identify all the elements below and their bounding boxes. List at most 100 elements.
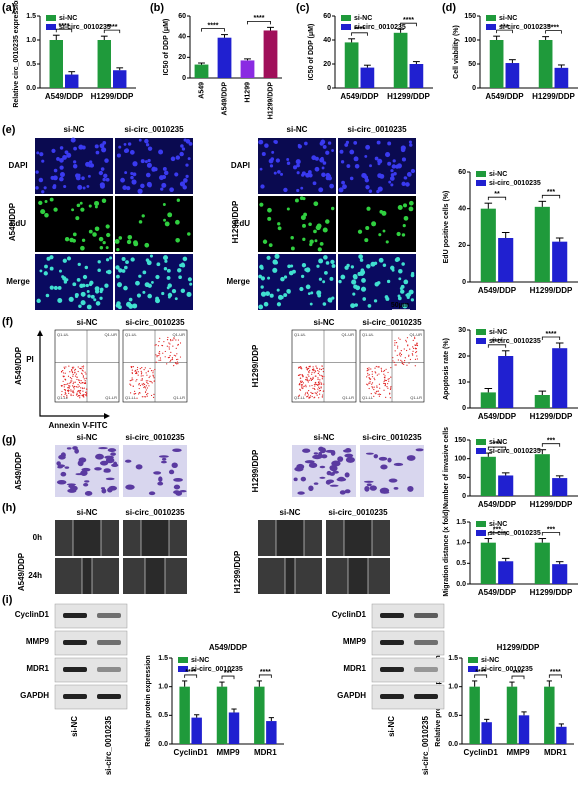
event-dot <box>378 393 381 395</box>
protein-label: MMP9 <box>26 637 50 646</box>
event-dot <box>61 390 63 393</box>
flow-x-label: Annexin V-FITC <box>48 421 107 430</box>
cell-nucleus <box>105 224 110 229</box>
cell-nucleus <box>59 146 64 150</box>
chart-title: H1299/DDP <box>497 643 540 652</box>
event-dot <box>318 390 320 392</box>
cell-nucleus <box>151 167 156 172</box>
significance-bracket <box>221 675 235 680</box>
event-dot <box>141 378 143 380</box>
bar <box>534 542 550 584</box>
event-dot <box>368 377 370 379</box>
event-dot <box>151 382 153 384</box>
event-dot <box>392 357 394 359</box>
cell-nucleus <box>86 289 90 293</box>
significance-bracket <box>511 675 525 680</box>
cell-nucleus <box>130 175 134 180</box>
cell-nucleus <box>318 187 324 193</box>
cell-nucleus <box>138 274 142 278</box>
event-dot <box>305 384 307 386</box>
cell-nucleus <box>260 184 265 189</box>
event-dot <box>169 343 171 345</box>
event-dot <box>134 390 136 392</box>
cell-nucleus <box>296 188 300 193</box>
cell-nucleus <box>361 172 367 179</box>
invading-cell <box>378 456 388 461</box>
event-dot <box>394 350 396 352</box>
column-label: si-circ_0010235 <box>362 318 422 327</box>
panel-label: (i) <box>2 594 13 606</box>
significance-label: *** <box>224 670 232 677</box>
event-dot <box>298 366 301 368</box>
cell-nucleus <box>350 303 356 309</box>
event-dot <box>169 355 171 357</box>
cell-nucleus <box>296 171 300 175</box>
panel-label: (e) <box>2 124 16 136</box>
event-dot <box>300 377 302 379</box>
x-tick-label: A549/DDP <box>478 588 517 597</box>
event-dot <box>406 349 408 352</box>
cell-nucleus <box>378 257 384 263</box>
x-tick-label: CyclinD1 <box>464 748 499 757</box>
x-tick-label: H1299/DDP <box>530 286 573 295</box>
cell-nucleus <box>161 291 165 296</box>
cell-nucleus <box>349 176 354 181</box>
cell-nucleus <box>365 225 370 231</box>
lane-label: si-circ_0010235 <box>104 715 113 775</box>
event-dot <box>148 385 150 387</box>
event-dot <box>302 382 304 384</box>
x-tick-label: MDR1 <box>254 748 277 757</box>
event-dot <box>66 383 68 385</box>
cell-nucleus <box>307 170 312 174</box>
cell-nucleus <box>185 163 189 167</box>
event-dot <box>72 367 74 369</box>
event-dot <box>310 379 312 381</box>
event-dot <box>79 391 81 393</box>
cell-nucleus <box>164 221 170 227</box>
event-dot <box>76 392 78 394</box>
quadrant-label: Q1-LL <box>57 395 69 400</box>
invading-cell <box>98 447 108 450</box>
cell-nucleus <box>323 255 328 260</box>
event-dot <box>321 365 323 367</box>
column-label: si-circ_0010235 <box>347 125 407 134</box>
cell-nucleus <box>82 274 88 280</box>
blot-band <box>380 667 404 672</box>
event-dot <box>85 391 87 393</box>
event-dot <box>152 370 154 372</box>
cell-nucleus <box>322 302 327 306</box>
blot-band <box>97 667 121 672</box>
event-dot <box>309 369 311 372</box>
cell-nucleus <box>401 181 406 186</box>
column-label: si-NC <box>287 125 308 134</box>
micrograph <box>35 254 113 310</box>
cell-nucleus <box>389 176 395 181</box>
event-dot <box>174 355 177 357</box>
cell-nucleus <box>272 259 278 265</box>
event-dot <box>300 366 302 368</box>
event-dot <box>405 339 407 341</box>
significance-label: **** <box>548 24 559 31</box>
event-dot <box>84 380 86 382</box>
event-dot <box>366 370 368 372</box>
event-dot <box>147 370 149 373</box>
event-dot <box>63 384 65 386</box>
event-dot <box>144 367 146 369</box>
cell-nucleus <box>88 204 92 208</box>
cell-nucleus <box>290 246 295 251</box>
event-dot <box>73 392 75 394</box>
event-dot <box>144 391 147 393</box>
event-dot <box>144 385 146 388</box>
quadrant-label: Q1-UR <box>105 332 118 337</box>
cell-nucleus <box>266 255 271 260</box>
event-dot <box>155 361 157 363</box>
cell-nucleus <box>301 171 306 176</box>
cell-nucleus <box>90 294 95 299</box>
event-dot <box>67 390 69 393</box>
event-dot <box>319 379 321 381</box>
lane-label: si-NC <box>70 716 79 737</box>
event-dot <box>153 380 155 382</box>
event-dot <box>75 373 77 375</box>
cell-nucleus <box>77 173 81 178</box>
cell-nucleus <box>366 264 371 269</box>
